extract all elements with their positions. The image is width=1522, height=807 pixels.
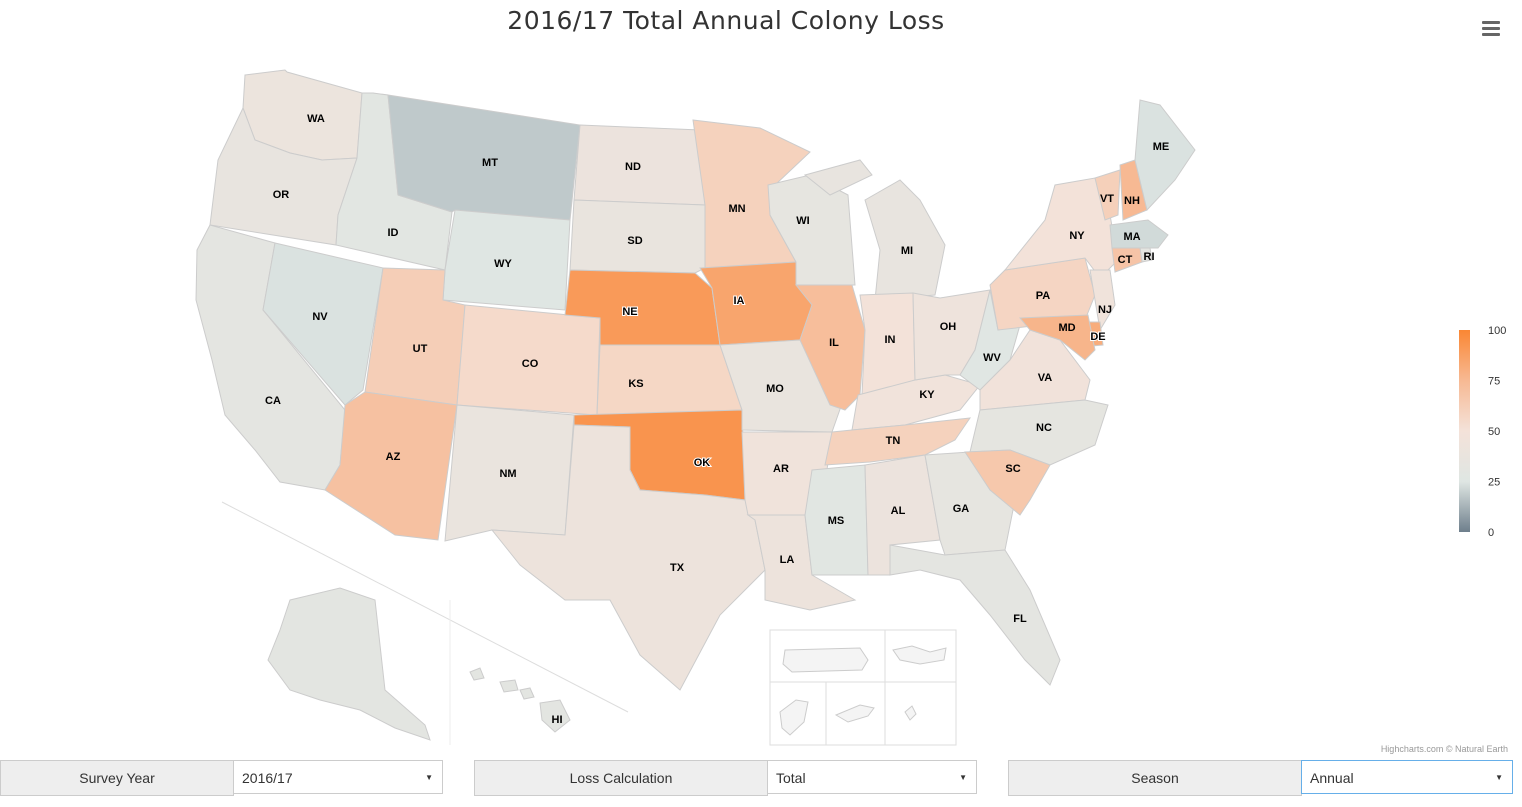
- state-label-tx: TX: [670, 562, 685, 574]
- state-label-nv: NV: [312, 311, 328, 323]
- state-nv[interactable]: [262, 242, 384, 406]
- state-nj[interactable]: [1089, 269, 1116, 332]
- filter-controls: Survey Year 2016/17 ▼ Loss Calculation T…: [0, 760, 1522, 796]
- state-label-al: AL: [891, 505, 906, 517]
- state-label-pa: PA: [1036, 290, 1051, 302]
- state-wy[interactable]: [442, 209, 571, 311]
- state-label-mo: MO: [766, 383, 784, 395]
- state-label-nh: NH: [1124, 195, 1140, 207]
- state-label-md: MD: [1058, 322, 1075, 334]
- state-label-de: DE: [1090, 331, 1105, 343]
- state-ks[interactable]: [596, 344, 743, 416]
- state-label-sd: SD: [627, 235, 642, 247]
- inset-separator-line: [221, 501, 629, 713]
- state-label-ks: KS: [628, 378, 643, 390]
- survey-year-value: 2016/17: [242, 770, 293, 786]
- state-label-in: IN: [885, 334, 896, 346]
- state-label-ms: MS: [828, 515, 845, 527]
- us-choropleth-map: WA OR CA ID NV MT WY UT AZ CO NM ND SD NE KS OK TX MN IA MO…: [195, 69, 1506, 746]
- state-label-ne: NE: [622, 306, 637, 318]
- state-sc[interactable]: [964, 449, 1051, 516]
- state-me[interactable]: [1134, 99, 1196, 212]
- season-select[interactable]: Annual ▼: [1301, 760, 1513, 794]
- state-label-il: IL: [829, 337, 839, 349]
- legend-tick-label: 100: [1488, 325, 1506, 337]
- state-label-ct: CT: [1118, 254, 1133, 266]
- state-label-nc: NC: [1036, 422, 1052, 434]
- season-value: Annual: [1310, 770, 1354, 786]
- state-label-ma: MA: [1123, 231, 1140, 243]
- state-label-ca: CA: [265, 395, 281, 407]
- legend-tick-label: 50: [1488, 426, 1500, 438]
- state-ct[interactable]: [1111, 247, 1143, 273]
- state-label-wi: WI: [796, 215, 809, 227]
- state-label-ny: NY: [1069, 230, 1085, 242]
- loss-calculation-value: Total: [776, 770, 806, 786]
- state-label-ok: OK: [694, 457, 711, 469]
- caret-down-icon: ▼: [1495, 773, 1503, 782]
- state-mi[interactable]: [803, 159, 946, 301]
- loss-calculation-select[interactable]: Total ▼: [767, 760, 977, 794]
- legend-tick-label: 0: [1488, 527, 1494, 539]
- state-label-me: ME: [1153, 141, 1170, 153]
- caret-down-icon: ▼: [959, 773, 967, 782]
- state-label-tn: TN: [886, 435, 901, 447]
- state-label-vt: VT: [1100, 193, 1114, 205]
- state-label-mn: MN: [728, 203, 745, 215]
- state-label-fl: FL: [1013, 613, 1027, 625]
- state-md[interactable]: [1018, 314, 1096, 361]
- state-label-hi: HI: [552, 714, 563, 726]
- state-label-la: LA: [780, 554, 795, 566]
- state-label-oh: OH: [940, 321, 957, 333]
- state-ak[interactable]: [267, 587, 431, 741]
- map-credit[interactable]: Highcharts.com © Natural Earth: [1380, 744, 1508, 754]
- state-label-ga: GA: [953, 503, 970, 515]
- state-fl[interactable]: [889, 544, 1061, 686]
- state-il[interactable]: [794, 284, 866, 411]
- state-label-id: ID: [388, 227, 399, 239]
- state-label-ri: RI: [1144, 251, 1155, 263]
- state-label-wv: WV: [983, 352, 1001, 364]
- state-sd[interactable]: [569, 199, 706, 274]
- state-label-sc: SC: [1005, 463, 1020, 475]
- caret-down-icon: ▼: [425, 773, 433, 782]
- state-label-va: VA: [1038, 372, 1053, 384]
- state-label-wy: WY: [494, 258, 512, 270]
- state-hi[interactable]: [469, 667, 571, 733]
- legend-color-bar: [1459, 330, 1470, 532]
- legend-tick-label: 25: [1488, 477, 1500, 489]
- state-label-mi: MI: [901, 245, 913, 257]
- state-label-ar: AR: [773, 463, 789, 475]
- state-vt[interactable]: [1094, 169, 1121, 221]
- state-tn[interactable]: [824, 417, 972, 466]
- map-title: 2016/17 Total Annual Colony Loss: [507, 6, 945, 35]
- state-label-az: AZ: [386, 451, 401, 463]
- survey-year-select[interactable]: 2016/17 ▼: [233, 760, 443, 794]
- season-label: Season: [1008, 760, 1302, 796]
- state-label-mt: MT: [482, 157, 498, 169]
- state-ma[interactable]: [1109, 219, 1169, 249]
- loss-calculation-label: Loss Calculation: [474, 760, 768, 796]
- state-az[interactable]: [324, 391, 458, 541]
- state-label-nd: ND: [625, 161, 641, 173]
- legend-tick-label: 75: [1488, 376, 1500, 388]
- state-label-nj: NJ: [1098, 304, 1112, 316]
- state-label-co: CO: [522, 358, 539, 370]
- survey-year-label: Survey Year: [0, 760, 234, 796]
- hamburger-icon[interactable]: [1478, 18, 1504, 40]
- state-label-wa: WA: [307, 113, 325, 125]
- state-label-or: OR: [273, 189, 290, 201]
- territories-inset: [769, 629, 957, 746]
- state-label-ut: UT: [413, 343, 428, 355]
- state-label-ky: KY: [919, 389, 935, 401]
- state-label-ia: IA: [734, 295, 745, 307]
- state-label-nm: NM: [499, 468, 516, 480]
